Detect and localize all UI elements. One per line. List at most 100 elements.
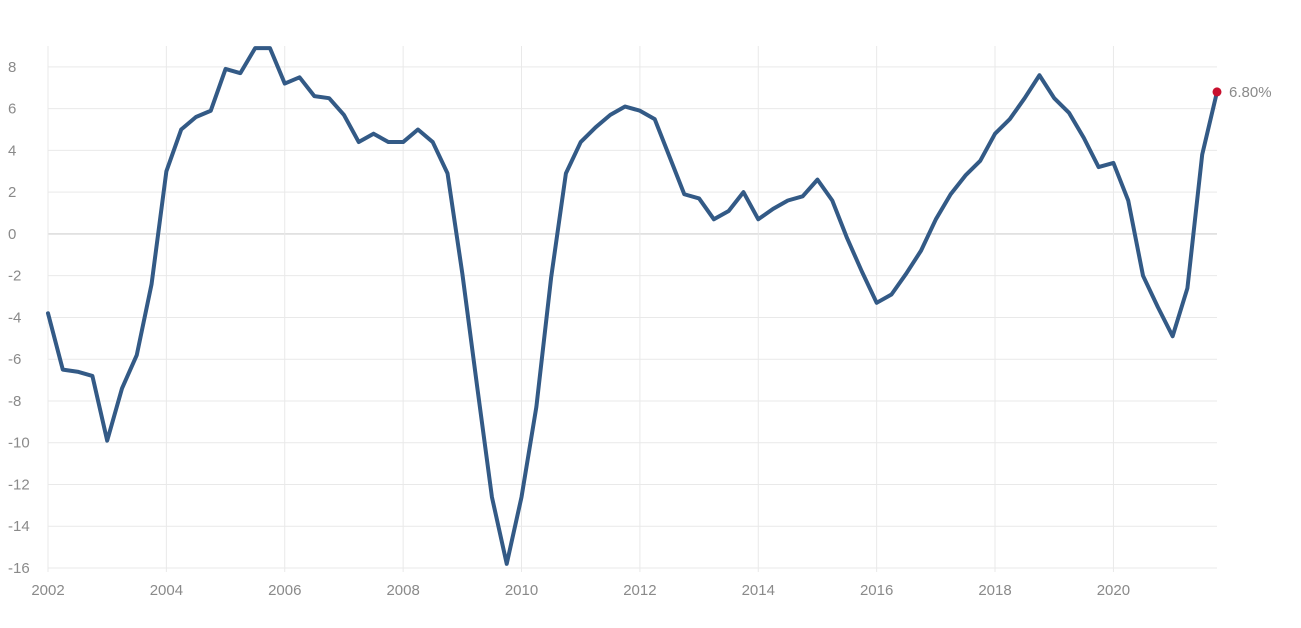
x-axis-tick-labels: 2002 2004 2006 2008 2010 2012 2014 2016 2018 2020 — [31, 582, 1130, 599]
data-point — [268, 46, 272, 50]
y-tick-label: -16 — [8, 560, 30, 577]
x-tick-label: 2004 — [150, 582, 183, 599]
data-point — [1111, 161, 1115, 165]
data-point — [963, 173, 967, 177]
data-point — [135, 353, 139, 357]
y-tick-label: -6 — [8, 351, 21, 368]
x-tick-label: 2002 — [31, 582, 64, 599]
series-line — [46, 46, 1219, 566]
data-point — [179, 128, 183, 132]
data-point — [312, 94, 316, 98]
data-point — [520, 495, 524, 499]
data-point — [638, 109, 642, 113]
data-point — [1037, 73, 1041, 77]
data-point — [1082, 136, 1086, 140]
last-value-marker — [1212, 87, 1222, 97]
data-point — [830, 199, 834, 203]
last-value-label: 6.80% — [1229, 84, 1272, 101]
data-point — [431, 140, 435, 144]
y-tick-label: 2 — [8, 184, 16, 201]
data-point — [253, 46, 257, 50]
data-point — [667, 155, 671, 159]
data-point — [919, 249, 923, 253]
y-tick-label: -10 — [8, 435, 30, 452]
data-point — [993, 132, 997, 136]
data-point — [771, 207, 775, 211]
data-point — [949, 192, 953, 196]
data-point — [712, 217, 716, 221]
data-point — [105, 439, 109, 443]
data-point — [845, 236, 849, 240]
data-point — [579, 140, 583, 144]
y-gridlines — [48, 66, 1217, 569]
data-point — [342, 113, 346, 117]
data-point — [490, 495, 494, 499]
x-tick-label: 2016 — [860, 582, 893, 599]
data-point — [1097, 165, 1101, 169]
data-point — [934, 217, 938, 221]
x-tick-label: 2008 — [386, 582, 419, 599]
x-tick-label: 2018 — [978, 582, 1011, 599]
data-point — [1023, 96, 1027, 100]
y-tick-label: -8 — [8, 393, 21, 410]
y-tick-label: -2 — [8, 268, 21, 285]
data-point — [564, 171, 568, 175]
y-axis-tick-labels: 8 6 4 2 0 -2 -4 -6 -8 -10 -12 -14 -16 — [8, 59, 30, 577]
y-tick-label: -12 — [8, 476, 30, 493]
x-tick-label: 2012 — [623, 582, 656, 599]
series-layer — [46, 46, 1219, 566]
data-point — [327, 96, 331, 100]
data-point — [801, 194, 805, 198]
data-point — [194, 115, 198, 119]
data-point — [446, 171, 450, 175]
data-point — [1067, 111, 1071, 115]
data-point — [505, 562, 509, 566]
data-point — [534, 405, 538, 409]
data-point — [1156, 305, 1160, 309]
data-point — [1008, 117, 1012, 121]
data-point — [90, 374, 94, 378]
data-point — [416, 128, 420, 132]
data-point — [1171, 334, 1175, 338]
data-point — [401, 140, 405, 144]
data-point — [978, 159, 982, 163]
data-point — [224, 67, 228, 71]
data-point — [697, 196, 701, 200]
data-point — [61, 368, 65, 372]
data-point — [653, 117, 657, 121]
data-point — [904, 272, 908, 276]
data-point — [283, 82, 287, 86]
data-point — [372, 132, 376, 136]
x-tick-label: 2014 — [742, 582, 775, 599]
x-tick-label: 2010 — [505, 582, 538, 599]
data-point — [1052, 96, 1056, 100]
data-point — [298, 75, 302, 79]
data-point — [238, 71, 242, 75]
data-point — [860, 270, 864, 274]
data-point — [786, 199, 790, 203]
data-point — [475, 384, 479, 388]
data-point — [727, 209, 731, 213]
data-point — [460, 272, 464, 276]
data-point — [741, 190, 745, 194]
data-points — [46, 46, 1219, 566]
data-point — [594, 125, 598, 129]
data-point — [756, 217, 760, 221]
data-point — [386, 140, 390, 144]
data-point — [875, 301, 879, 305]
data-point — [549, 276, 553, 280]
y-tick-label: 6 — [8, 101, 16, 118]
data-point — [209, 109, 213, 113]
x-tick-label: 2006 — [268, 582, 301, 599]
data-point — [623, 105, 627, 109]
data-point — [120, 386, 124, 390]
data-point — [682, 192, 686, 196]
data-point — [46, 311, 50, 315]
data-point — [608, 113, 612, 117]
data-point — [815, 178, 819, 182]
y-tick-label: -4 — [8, 309, 21, 326]
data-point — [1126, 199, 1130, 203]
y-tick-label: 8 — [8, 59, 16, 76]
x-tick-label: 2020 — [1097, 582, 1130, 599]
